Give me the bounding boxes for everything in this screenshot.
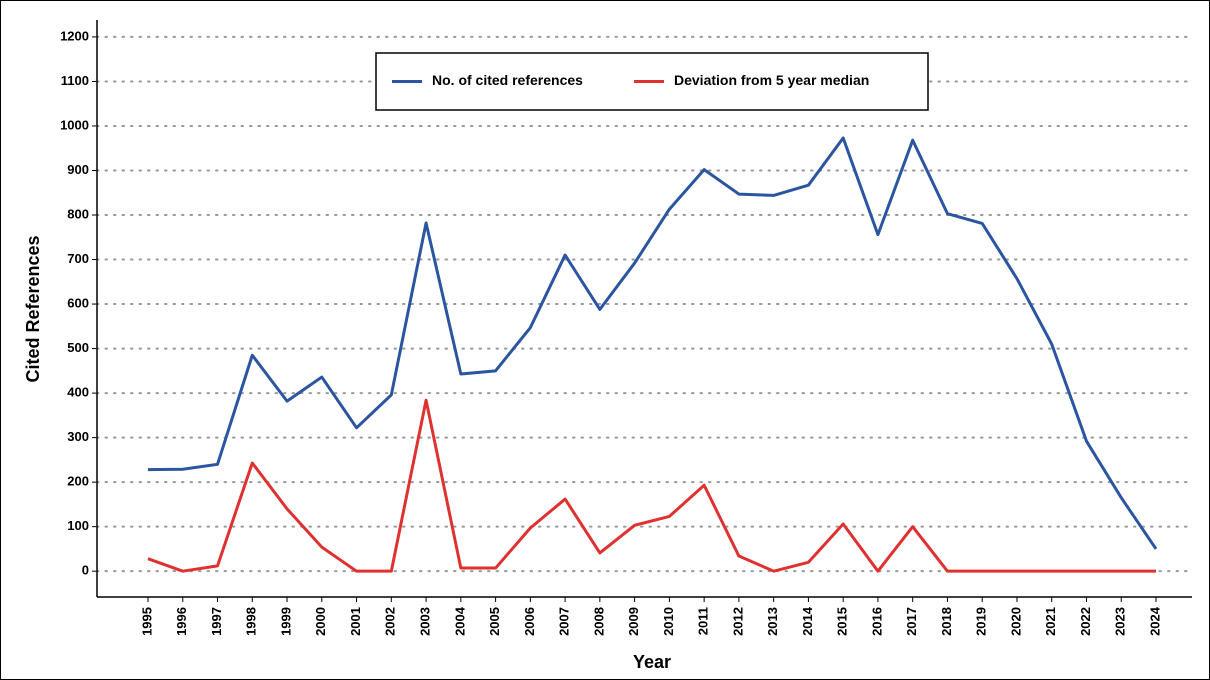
series-line <box>147 398 1156 573</box>
x-tick-label: 1998 <box>244 607 259 636</box>
series-line <box>147 136 1158 550</box>
x-tick-label: 1996 <box>174 607 189 636</box>
y-tick-label: 400 <box>67 385 89 400</box>
y-axis-label: Cited References <box>23 235 43 382</box>
x-tick-label: 2011 <box>696 607 711 635</box>
y-tick-label: 1200 <box>60 28 89 43</box>
y-tick-label: 100 <box>67 518 89 533</box>
x-tick-label: 2024 <box>1147 606 1162 636</box>
x-tick-label: 2013 <box>765 607 780 636</box>
x-tick-label: 2021 <box>1043 607 1058 636</box>
y-tick-label: 1100 <box>61 73 89 88</box>
x-tick-label: 2022 <box>1078 607 1093 636</box>
x-tick-label: 2019 <box>974 607 989 636</box>
x-tick-label: 2023 <box>1113 607 1128 636</box>
legend-label: Deviation from 5 year median <box>674 72 869 88</box>
y-tick-label: 1000 <box>60 117 89 132</box>
x-tick-label: 2001 <box>348 607 363 636</box>
x-tick-label: 1995 <box>139 607 154 636</box>
x-tick-label: 2005 <box>487 607 502 636</box>
x-tick-label: 2008 <box>591 607 606 636</box>
y-tick-label: 200 <box>67 474 89 489</box>
x-tick-label: 2014 <box>800 606 815 636</box>
x-tick-label: 2018 <box>939 607 954 636</box>
x-tick-label: 2007 <box>557 607 572 636</box>
x-tick-label: 2000 <box>313 607 328 636</box>
y-tick-label: 800 <box>67 206 89 221</box>
x-tick-label: 2010 <box>661 607 676 636</box>
y-tick-label: 300 <box>67 429 89 444</box>
x-axis-label: Year <box>633 652 671 672</box>
x-tick-label: 1997 <box>209 607 224 636</box>
x-tick-label: 2003 <box>418 607 433 636</box>
x-tick-label: 2016 <box>869 607 884 636</box>
x-tick-label: 2015 <box>835 607 850 636</box>
y-tick-label: 900 <box>67 162 89 177</box>
x-tick-label: 2020 <box>1008 607 1023 636</box>
y-tick-label: 600 <box>67 295 89 310</box>
x-tick-label: 2009 <box>626 607 641 636</box>
y-tick-label: 0 <box>82 563 89 578</box>
x-tick-label: 2017 <box>904 607 919 636</box>
x-tick-label: 2004 <box>452 606 467 636</box>
x-tick-label: 2002 <box>383 607 398 636</box>
y-tick-label: 500 <box>67 340 89 355</box>
legend-label: No. of cited references <box>432 72 583 88</box>
x-tick-label: 1999 <box>278 607 293 636</box>
y-tick-label: 700 <box>67 251 89 266</box>
x-tick-label: 2006 <box>522 607 537 636</box>
x-tick-label: 2012 <box>730 607 745 636</box>
